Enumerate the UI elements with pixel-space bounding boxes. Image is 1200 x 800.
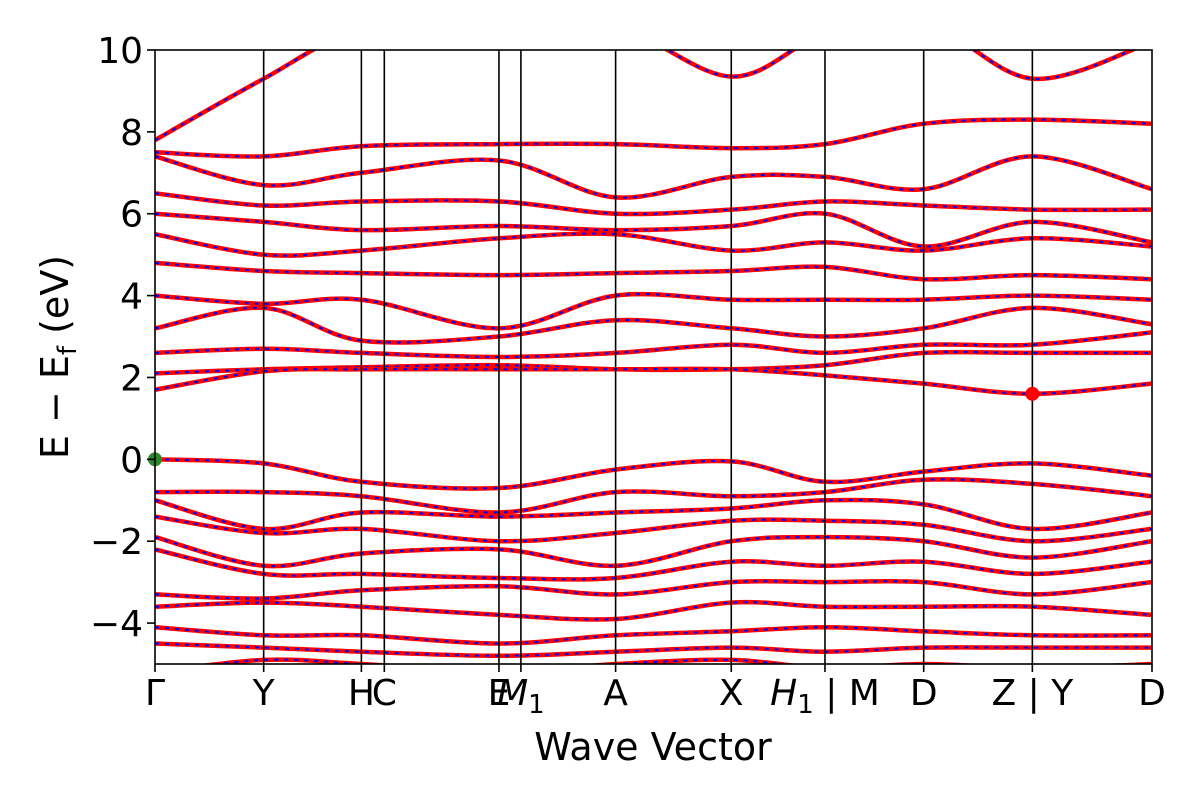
band-line-7 [155, 260, 1152, 282]
y-axis-ticks: −4 −2 0 2 4 6 8 10 [90, 31, 155, 645]
x-tick-label-12: D [1138, 673, 1166, 714]
band-line-dashed-14 [155, 478, 1152, 514]
band-line-dashed-13 [155, 458, 1152, 490]
band-line-dashed-8 [155, 293, 1152, 330]
band-line-dashed-4 [155, 192, 1152, 216]
markers-layer [148, 386, 1040, 467]
band-line-17 [155, 534, 1152, 569]
band-line-13 [155, 457, 1152, 491]
band-line-22 [155, 641, 1152, 659]
band-line-6 [155, 231, 1152, 258]
kpath-vertical-lines [262, 50, 1034, 664]
band-line-3 [155, 154, 1152, 200]
band-line-14 [155, 477, 1152, 515]
x-tick-label-11: Z | Y [992, 673, 1075, 714]
y-axis-label-main: E − E [33, 355, 77, 459]
band-line-9 [155, 305, 1152, 345]
band-line-dashed-18 [155, 548, 1152, 581]
plot-frame [154, 49, 1153, 665]
y-axis-label: E − Ef (eV) [33, 255, 83, 459]
band-line-dashed-19 [155, 580, 1152, 600]
band-line-dashed-17 [155, 536, 1152, 568]
x-tick-label-10: D [910, 673, 938, 714]
band-line-dashed-9 [155, 306, 1152, 344]
marker-point-2 [1025, 386, 1040, 401]
band-line-dashed-1 [155, 50, 1135, 141]
y-tick-label: −2 [90, 522, 143, 563]
band-line-dashed-3 [155, 155, 1152, 199]
y-tick-label: 2 [120, 358, 143, 399]
bands-layer [155, 50, 1152, 664]
band-line-dashed-16 [155, 515, 1152, 543]
band-line-dashed-12 [155, 367, 1152, 395]
band-line-21 [155, 624, 1152, 646]
y-tick-label: 4 [120, 277, 143, 318]
x-tick-label-5: E [488, 673, 511, 714]
band-line-2 [155, 117, 1152, 159]
x-tick-label-2: Y [252, 673, 276, 714]
x-tick-label-7: A [603, 673, 628, 714]
y-tick-label: −4 [90, 604, 143, 645]
y-tick-label: 8 [120, 113, 143, 154]
band-line-12 [155, 366, 1152, 397]
x-tick-label-9: H1 | M [770, 673, 880, 720]
x-tick-label-6: M1 [497, 673, 545, 720]
y-tick-label: 6 [120, 195, 143, 236]
x-tick-label-4: C [372, 673, 397, 714]
band-line-19 [155, 578, 1152, 601]
band-line-20 [155, 599, 1152, 622]
band-line-dashed-23 [209, 658, 1152, 664]
band-line-dashed-5 [155, 212, 1152, 248]
x-tick-label-3: H [348, 673, 375, 714]
band-line-dashed-6 [155, 232, 1152, 257]
y-axis-label-sub: f [53, 345, 83, 355]
x-axis-ticks: Γ Y HC EM1 A X H1 | M D Z | Y D [145, 664, 1166, 720]
y-tick-label: 0 [120, 440, 143, 481]
x-axis-label: Wave Vector [534, 725, 772, 769]
y-tick-label: 10 [97, 31, 143, 72]
x-tick-label-1: Γ [145, 673, 165, 714]
y-axis-label-unit: (eV) [33, 255, 77, 346]
band-line-dashed-21 [155, 626, 1152, 645]
band-line-10 [155, 330, 1152, 360]
band-line-dashed-20 [155, 601, 1152, 621]
x-tick-label-8: X [719, 673, 744, 714]
band-line-dashed-15 [155, 498, 1152, 531]
